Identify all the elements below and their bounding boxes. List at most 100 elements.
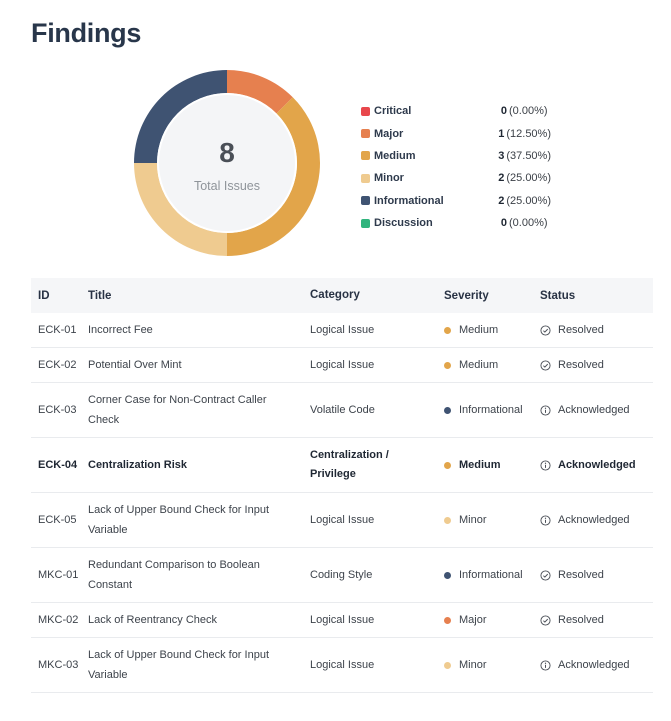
finding-severity: Medium	[444, 324, 540, 336]
legend-percent: (0.00%)	[509, 217, 548, 230]
severity-label: Informational	[459, 404, 523, 416]
finding-severity: Informational	[444, 404, 540, 416]
finding-id: ECK-04	[38, 459, 78, 471]
donut-svg	[134, 70, 320, 256]
table-row[interactable]: MKC-02 Lack of Reentrancy Check Logical Is…	[31, 603, 653, 638]
legend-percent: (12.50%)	[506, 127, 551, 140]
legend-swatch	[361, 106, 370, 116]
table-row[interactable]: ECK-05 Lack of Upper Bound Check for Inpu…	[31, 493, 653, 548]
severity-label: Minor	[459, 514, 487, 526]
header-id: ID	[38, 289, 50, 302]
table-row[interactable]: MKC-01 Redundant Comparison to Boolean Co…	[31, 548, 653, 603]
finding-severity: Minor	[444, 659, 540, 671]
legend-count: 0	[500, 105, 507, 118]
finding-title: Lack of Upper Bound Check for Input Vari…	[88, 504, 269, 536]
check-circle-icon	[540, 324, 551, 336]
status-label: Acknowledged	[558, 404, 630, 416]
donut-slice-medium	[227, 97, 320, 256]
legend-count: 2	[498, 194, 505, 207]
finding-status: Resolved	[540, 359, 653, 371]
table-row[interactable]: ECK-03 Corner Case for Non-Contract Calle…	[31, 383, 653, 438]
legend-item-major: Major 1 (12.50%)	[361, 122, 551, 144]
severity-dot	[444, 661, 451, 669]
table-row[interactable]: ECK-01 Incorrect Fee Logical Issue Medium Re…	[31, 313, 653, 348]
donut-center	[159, 95, 295, 231]
finding-category: Coding Style	[310, 568, 373, 581]
severity-label: Minor	[459, 659, 487, 671]
finding-category: Volatile Code	[310, 403, 375, 416]
legend-percent: (25.00%)	[506, 194, 551, 207]
legend-label: Critical	[374, 105, 412, 118]
legend-swatch	[361, 129, 370, 139]
status-label: Resolved	[558, 359, 604, 371]
donut-slice-informational	[134, 70, 227, 163]
legend-percent: (0.00%)	[509, 105, 548, 118]
finding-id: MKC-02	[38, 614, 79, 626]
legend-item-critical: Critical 0 (0.00%)	[361, 100, 551, 122]
finding-category: Logical Issue	[310, 658, 375, 671]
table-body: ECK-01 Incorrect Fee Logical Issue Medium Re…	[31, 313, 653, 693]
finding-category: Logical Issue	[310, 613, 375, 626]
check-circle-icon	[540, 359, 551, 371]
legend-label: Informational	[374, 194, 444, 207]
severity-legend: Critical 0 (0.00%) Major 1 (12.50%) Medium 3 (37…	[361, 100, 551, 234]
status-label: Acknowledged	[558, 459, 636, 471]
finding-status: Acknowledged	[540, 659, 653, 671]
legend-swatch	[361, 151, 370, 161]
finding-status: Acknowledged	[540, 514, 653, 526]
info-circle-icon	[540, 659, 551, 671]
finding-category: Logical Issue	[310, 513, 375, 526]
legend-percent: (37.50%)	[506, 149, 551, 162]
finding-category: Logical Issue	[310, 358, 375, 371]
legend-item-medium: Medium 3 (37.50%)	[361, 145, 551, 167]
legend-percent: (25.00%)	[506, 172, 551, 185]
legend-count: 3	[498, 149, 505, 162]
info-circle-icon	[540, 514, 551, 526]
table-row[interactable]: MKC-03 Lack of Upper Bound Check for Inpu…	[31, 638, 653, 693]
table-row[interactable]: ECK-04 Centralization Risk Centralization …	[31, 438, 653, 493]
severity-dot	[444, 516, 451, 524]
finding-category: Logical Issue	[310, 323, 375, 336]
severity-label: Informational	[459, 569, 523, 581]
finding-title: Redundant Comparison to Boolean Constant	[88, 559, 260, 591]
finding-category: Centralization / Privilege	[310, 449, 389, 480]
legend-count: 1	[498, 127, 505, 140]
finding-id: ECK-01	[38, 324, 77, 336]
info-circle-icon	[540, 459, 551, 471]
table-row[interactable]: ECK-02 Potential Over Mint Logical Issue Me…	[31, 348, 653, 383]
total-issues-value: 8	[219, 137, 235, 168]
finding-title: Potential Over Mint	[88, 359, 182, 371]
severity-label: Major	[459, 614, 487, 626]
severity-dot	[444, 406, 451, 414]
severity-donut-chart: 8 Total Issues	[133, 69, 321, 257]
legend-count: 2	[498, 172, 505, 185]
finding-status: Resolved	[540, 324, 653, 336]
finding-title: Centralization Risk	[88, 459, 188, 471]
severity-dot	[444, 571, 451, 579]
finding-status: Resolved	[540, 614, 653, 626]
finding-id: ECK-02	[38, 359, 77, 371]
check-circle-icon	[540, 614, 551, 626]
finding-status: Acknowledged	[540, 459, 653, 471]
finding-severity: Medium	[444, 359, 540, 371]
status-label: Resolved	[558, 614, 604, 626]
status-label: Resolved	[558, 324, 604, 336]
header-severity: Severity	[444, 289, 489, 302]
severity-dot	[444, 326, 451, 334]
legend-item-discussion: Discussion 0 (0.00%)	[361, 212, 551, 234]
finding-id: ECK-03	[38, 404, 77, 416]
finding-severity: Informational	[444, 569, 540, 581]
legend-label: Discussion	[374, 217, 433, 230]
severity-dot	[444, 616, 451, 624]
table-header: ID Title Category Severity Status	[31, 278, 653, 313]
finding-title: Corner Case for Non-Contract Caller Chec…	[88, 394, 267, 426]
header-title: Title	[88, 289, 112, 302]
legend-swatch	[361, 218, 370, 228]
finding-severity: Minor	[444, 514, 540, 526]
finding-id: ECK-05	[38, 514, 77, 526]
legend-swatch	[361, 196, 370, 206]
findings-table: ID Title Category Severity Status ECK-01…	[31, 278, 653, 693]
legend-label: Medium	[374, 149, 416, 162]
status-label: Resolved	[558, 569, 604, 581]
finding-status: Acknowledged	[540, 404, 653, 416]
